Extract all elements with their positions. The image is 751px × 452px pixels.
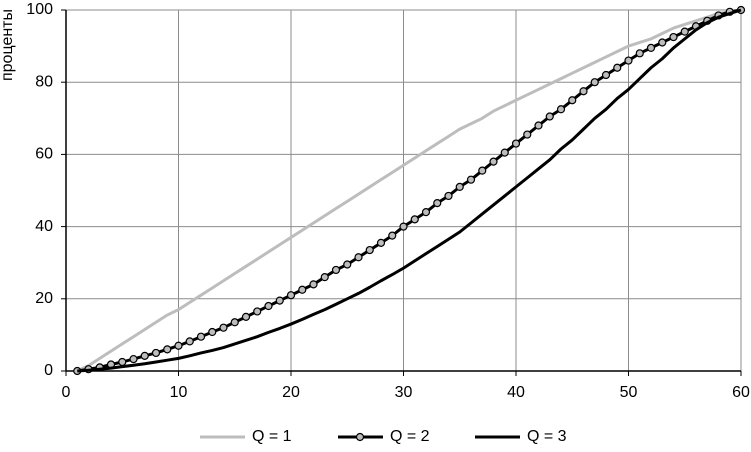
legend-label: Q = 3 <box>527 428 567 445</box>
point-marker <box>219 323 228 332</box>
point-marker <box>601 70 611 80</box>
point-marker <box>354 253 363 262</box>
point-marker <box>646 43 656 53</box>
legend-label: Q = 2 <box>390 428 430 445</box>
point-marker <box>388 231 397 240</box>
x-tick-label: 60 <box>732 384 750 401</box>
y-tick-label: 60 <box>35 146 53 163</box>
point-marker <box>151 348 161 358</box>
point-marker <box>511 139 521 148</box>
x-tick-label: 30 <box>395 384 413 401</box>
point-marker <box>298 285 307 294</box>
point-marker <box>376 238 386 247</box>
x-tick-label: 10 <box>170 384 188 401</box>
point-marker <box>500 148 509 157</box>
point-marker <box>410 215 419 224</box>
point-marker <box>140 351 149 360</box>
point-marker <box>309 280 318 289</box>
point-marker <box>613 63 622 72</box>
point-marker <box>264 301 273 311</box>
point-marker <box>163 345 172 354</box>
point-marker <box>185 337 194 346</box>
legend-label: Q = 1 <box>252 428 292 445</box>
point-marker <box>433 199 442 208</box>
point-marker <box>241 312 251 321</box>
point-marker <box>275 296 284 305</box>
point-marker <box>669 32 678 42</box>
point-marker <box>174 341 183 350</box>
point-marker <box>478 166 487 175</box>
point-marker <box>365 245 374 255</box>
point-marker <box>466 175 476 184</box>
series-line <box>77 8 742 373</box>
point-marker <box>568 96 577 105</box>
y-tick-label: 40 <box>35 218 53 235</box>
series-line <box>77 8 742 373</box>
point-marker <box>343 260 352 269</box>
x-tick-label: 50 <box>620 384 638 401</box>
x-tick-label: 40 <box>507 384 525 401</box>
y-tick-label: 80 <box>35 73 53 90</box>
point-marker <box>253 307 262 316</box>
point-marker <box>624 56 633 65</box>
point-marker <box>556 105 566 114</box>
x-tick-label: 20 <box>282 384 300 401</box>
point-marker <box>523 130 532 139</box>
point-marker <box>590 78 599 87</box>
legend-marker <box>355 432 365 442</box>
point-marker <box>489 157 498 166</box>
point-marker <box>421 208 431 217</box>
point-marker <box>320 273 329 282</box>
point-marker <box>331 265 341 275</box>
x-tick-label: 0 <box>62 384 71 401</box>
point-marker <box>208 327 217 337</box>
y-tick-label: 20 <box>35 290 53 307</box>
series-line <box>76 8 742 373</box>
point-marker <box>455 182 464 191</box>
point-marker <box>399 222 408 231</box>
point-marker <box>545 112 554 121</box>
point-marker <box>444 191 453 201</box>
point-marker <box>680 27 689 36</box>
point-marker <box>118 357 127 367</box>
point-marker <box>230 318 239 327</box>
point-marker <box>635 49 644 58</box>
y-axis-label: проценты <box>0 9 16 81</box>
point-marker <box>534 121 543 130</box>
y-tick-label: 100 <box>26 1 53 18</box>
point-marker <box>129 354 138 364</box>
point-marker <box>579 87 588 96</box>
point-marker <box>196 332 206 341</box>
point-marker <box>286 291 296 300</box>
y-tick-label: 0 <box>44 362 53 379</box>
point-marker <box>658 38 667 47</box>
